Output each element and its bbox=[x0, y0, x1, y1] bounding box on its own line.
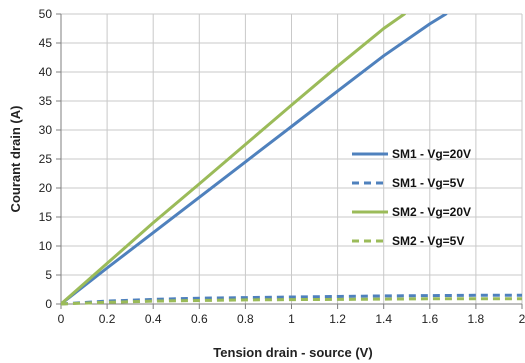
legend-label: SM1 - Vg=5V bbox=[392, 176, 464, 190]
x-tick-label: 1.4 bbox=[375, 312, 392, 326]
series-line-4 bbox=[61, 297, 522, 306]
x-axis-title: Tension drain - source (V) bbox=[213, 345, 372, 360]
x-tick-label: 0.6 bbox=[191, 312, 208, 326]
x-tick-labels: 0 0.2 0.4 0.6 0.8 1 1.2 1.4 1.6 1.8 2 bbox=[58, 312, 525, 326]
series-lines bbox=[61, 14, 522, 306]
y-tick-label: 50 bbox=[39, 7, 53, 21]
x-tick-label: 0 bbox=[58, 312, 65, 326]
x-tick-label: 1.8 bbox=[468, 312, 485, 326]
y-tick-label: 45 bbox=[39, 36, 53, 50]
x-tick-label: 0.4 bbox=[145, 312, 162, 326]
legend-label: SM2 - Vg=20V bbox=[392, 205, 471, 219]
x-tick-label: 0.2 bbox=[99, 312, 116, 326]
y-tick-label: 5 bbox=[45, 268, 52, 282]
y-tick-label: 25 bbox=[39, 152, 53, 166]
y-tick-label: 30 bbox=[39, 123, 53, 137]
y-tick-labels: 0 5 10 15 20 25 30 35 40 45 50 bbox=[39, 7, 53, 311]
y-tick-label: 0 bbox=[45, 297, 52, 311]
series-line-3 bbox=[61, 14, 406, 306]
series-line-2 bbox=[61, 293, 522, 306]
y-axis-title: Courant drain (A) bbox=[8, 106, 23, 213]
y-tick-label: 20 bbox=[39, 181, 53, 195]
legend-label: SM2 - Vg=5V bbox=[392, 234, 464, 248]
x-tick-label: 1.2 bbox=[329, 312, 346, 326]
legend-label: SM1 - Vg=20V bbox=[392, 147, 471, 161]
legend: SM1 - Vg=20V SM1 - Vg=5V SM2 - Vg=20V SM2 -… bbox=[352, 147, 471, 248]
y-tick-label: 10 bbox=[39, 239, 53, 253]
axes bbox=[56, 13, 523, 309]
y-tick-label: 15 bbox=[39, 210, 53, 224]
x-tick-label: 2 bbox=[519, 312, 525, 326]
y-tick-label: 40 bbox=[39, 65, 53, 79]
series-line-1 bbox=[61, 14, 448, 306]
y-tick-label: 35 bbox=[39, 94, 53, 108]
x-tick-label: 1.6 bbox=[421, 312, 438, 326]
x-tick-label: 1 bbox=[288, 312, 295, 326]
x-tick-label: 0.8 bbox=[237, 312, 254, 326]
